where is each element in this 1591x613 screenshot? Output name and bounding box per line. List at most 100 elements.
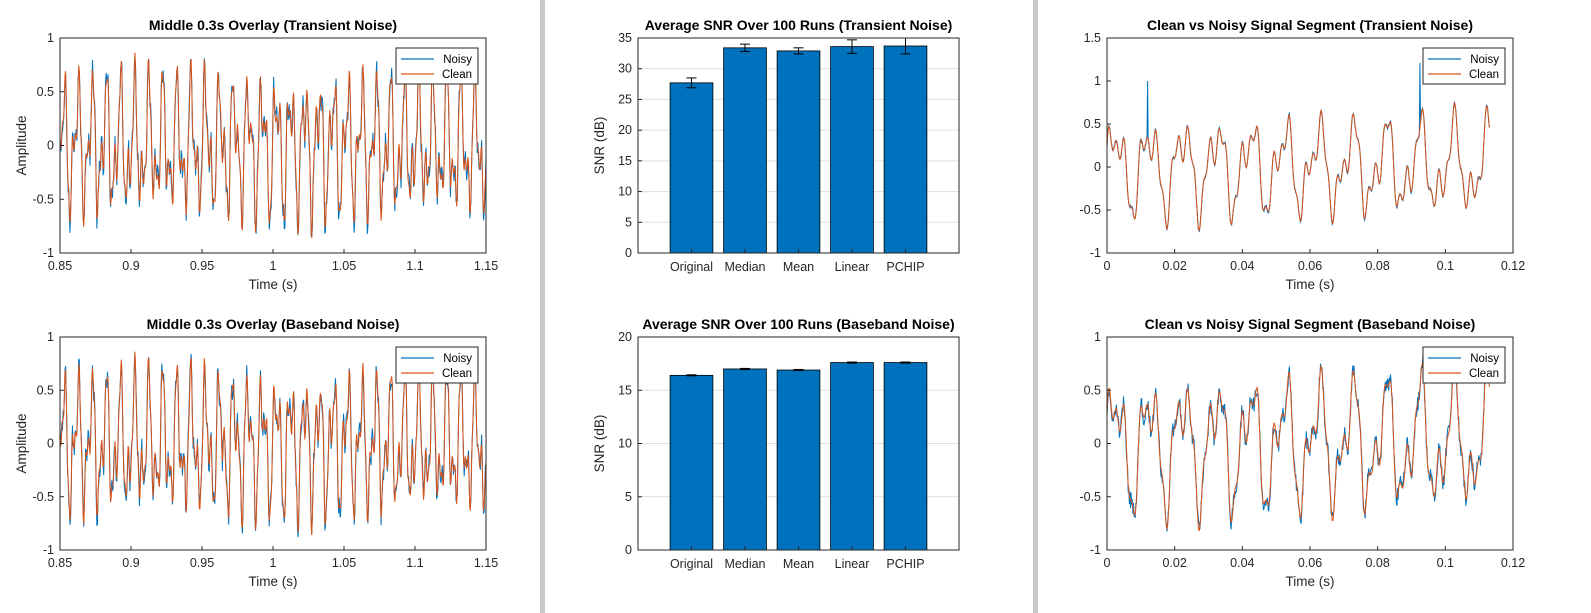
- panel-divider-1: [540, 0, 545, 613]
- snr-baseband-ylabel: SNR (dB): [592, 415, 607, 473]
- segment-baseband-xtick-label-6: 0.12: [1501, 556, 1525, 570]
- panel-divider-2: [1033, 0, 1038, 613]
- snr-transient-ytick-label-0: 0: [625, 246, 632, 260]
- segment-transient-ytick-label-4: 1: [1094, 74, 1101, 88]
- overlay-transient-legend-label-noisy: Noisy: [443, 54, 472, 66]
- overlay-baseband-xtick-label-6: 1.15: [474, 556, 498, 570]
- snr-baseband-bar-mean: [776, 369, 821, 551]
- overlay-baseband-ytick-label-4: 1: [47, 330, 54, 344]
- snr-baseband-bar-pchip: [883, 362, 928, 551]
- snr-baseband-xtick-label-mean: Mean: [783, 557, 814, 571]
- segment-baseband-title: Clean vs Noisy Signal Segment (Baseband …: [1145, 316, 1476, 332]
- overlay-transient-ytick-label-4: 1: [47, 31, 54, 45]
- chart-segment-transient: 0 0.02 0.04 0.06 0.08 0.1 0.12 -1 -0.5 0 0.5 1 1.5 Cl…: [1079, 17, 1525, 292]
- segment-baseband-xlabel: Time (s): [1286, 574, 1335, 589]
- segment-transient-xtick-label-3: 0.06: [1298, 259, 1322, 273]
- overlay-baseband-xtick-label-4: 1.05: [332, 556, 356, 570]
- snr-baseband-bar-original: [669, 374, 714, 551]
- overlay-transient-ytick-label-1: -0.5: [32, 192, 54, 206]
- snr-transient-title: Average SNR Over 100 Runs (Transient Noi…: [645, 17, 953, 33]
- snr-transient-axes-outline: [637, 37, 960, 254]
- segment-transient-xtick-label-1: 0.02: [1162, 259, 1186, 273]
- overlay-baseband-axes-outline: [59, 336, 487, 551]
- overlay-baseband-xlabel: Time (s): [249, 574, 298, 589]
- overlay-baseband-title: Middle 0.3s Overlay (Baseband Noise): [147, 316, 400, 332]
- segment-transient-xtick-label-0: 0: [1104, 259, 1111, 273]
- overlay-transient-xtick-label-4: 1.05: [332, 259, 356, 273]
- segment-baseband-xtick-label-1: 0.02: [1162, 556, 1186, 570]
- segment-baseband-legend: Noisy Clean: [1422, 346, 1506, 384]
- overlay-transient-xtick-label-0: 0.85: [48, 259, 72, 273]
- segment-transient-ytick-label-2: 0: [1094, 160, 1101, 174]
- segment-transient-ytick-label-1: -0.5: [1079, 203, 1101, 217]
- snr-transient-ytick-label-2: 10: [618, 185, 632, 199]
- snr-baseband-xtick-label-pchip: PCHIP: [886, 557, 924, 571]
- snr-baseband-bar-linear: [830, 362, 874, 551]
- snr-transient-ytick-label-3: 15: [618, 154, 632, 168]
- segment-baseband-ytick-label-4: 1: [1094, 330, 1101, 344]
- overlay-transient-ylabel: Amplitude: [14, 115, 29, 175]
- segment-transient-xtick-label-2: 0.04: [1230, 259, 1254, 273]
- snr-transient-xtick-label-mean: Mean: [783, 260, 814, 274]
- overlay-baseband-ytick-label-3: 0.5: [37, 383, 54, 397]
- snr-transient-xtick-label-pchip: PCHIP: [886, 260, 924, 274]
- segment-transient-title: Clean vs Noisy Signal Segment (Transient…: [1147, 17, 1473, 33]
- overlay-transient-xlabel: Time (s): [249, 277, 298, 292]
- segment-baseband-xtick-label-4: 0.08: [1365, 556, 1389, 570]
- chart-segment-baseband: 0 0.02 0.04 0.06 0.08 0.1 0.12 -1 -0.5 0 0.5 1 Clean…: [1079, 316, 1525, 589]
- overlay-baseband-legend-label-clean: Clean: [442, 368, 472, 380]
- overlay-transient-series-clean: [60, 52, 486, 238]
- snr-transient-bar-original: [669, 82, 714, 254]
- segment-baseband-legend-label-clean: Clean: [1469, 368, 1499, 380]
- overlay-transient-axes-outline: [59, 37, 487, 254]
- snr-baseband-xtick-label-median: Median: [725, 557, 766, 571]
- segment-transient-ytick-label-3: 0.5: [1084, 117, 1101, 131]
- chart-overlay-transient: 0.85 0.9 0.95 1 1.05 1.1 1.15 -1 -0.5 0 0.5 1 Middle…: [14, 17, 498, 292]
- snr-baseband-title: Average SNR Over 100 Runs (Baseband Nois…: [642, 316, 954, 332]
- overlay-transient-xtick-label-5: 1.1: [406, 259, 423, 273]
- overlay-transient-ytick-label-3: 0.5: [37, 85, 54, 99]
- snr-transient-bar-median: [723, 47, 767, 254]
- chart-overlay-baseband: 0.85 0.9 0.95 1 1.05 1.1 1.15 -1 -0.5 0 0.5 1 Middle…: [14, 316, 498, 589]
- overlay-transient-title: Middle 0.3s Overlay (Transient Noise): [149, 17, 397, 33]
- segment-transient-legend-label-noisy: Noisy: [1470, 54, 1499, 66]
- segment-transient-xtick-label-4: 0.08: [1365, 259, 1389, 273]
- segment-baseband-ytick-label-1: -0.5: [1079, 490, 1101, 504]
- segment-baseband-xtick-label-5: 0.1: [1437, 556, 1454, 570]
- segment-transient-ytick-label-5: 1.5: [1084, 31, 1101, 45]
- overlay-baseband-xtick-label-1: 0.9: [122, 556, 139, 570]
- overlay-transient-xtick-label-2: 0.95: [190, 259, 214, 273]
- snr-baseband-ytick-label-0: 0: [625, 543, 632, 557]
- overlay-baseband-legend-box: [395, 346, 479, 384]
- overlay-transient-xtick-label-3: 1: [270, 259, 277, 273]
- snr-transient-ytick-label-6: 30: [618, 62, 632, 76]
- overlay-baseband-series-clean: [60, 351, 486, 536]
- segment-transient-legend-label-clean: Clean: [1469, 69, 1499, 81]
- snr-baseband-bar-median: [723, 368, 767, 551]
- segment-baseband-xtick-label-2: 0.04: [1230, 556, 1254, 570]
- segment-baseband-xtick-label-0: 0: [1104, 556, 1111, 570]
- snr-transient-ytick-label-5: 25: [618, 92, 632, 106]
- snr-transient-xtick-label-original: Original: [670, 260, 713, 274]
- segment-baseband-ytick-label-2: 0: [1094, 437, 1101, 451]
- segment-transient-xtick-label-5: 0.1: [1437, 259, 1454, 273]
- overlay-transient-legend: Noisy Clean: [395, 47, 479, 85]
- snr-transient-xtick-label-median: Median: [725, 260, 766, 274]
- segment-transient-legend: Noisy Clean: [1422, 47, 1506, 85]
- overlay-baseband-ylabel: Amplitude: [14, 413, 29, 473]
- snr-transient-ytick-label-4: 20: [618, 123, 632, 137]
- segment-baseband-ytick-label-0: -1: [1090, 543, 1101, 557]
- segment-baseband-legend-box: [1422, 346, 1506, 384]
- segment-transient-series-clean: [1107, 101, 1490, 232]
- overlay-transient-legend-label-clean: Clean: [442, 69, 472, 81]
- overlay-baseband-ytick-label-1: -0.5: [32, 490, 54, 504]
- overlay-baseband-xtick-label-2: 0.95: [190, 556, 214, 570]
- overlay-baseband-legend: Noisy Clean: [395, 346, 479, 384]
- segment-baseband-xtick-label-3: 0.06: [1298, 556, 1322, 570]
- snr-transient-xtick-label-linear: Linear: [835, 260, 870, 274]
- snr-transient-bar-linear: [830, 46, 874, 254]
- snr-transient-bar-mean: [776, 50, 821, 254]
- snr-baseband-xtick-label-original: Original: [670, 557, 713, 571]
- overlay-baseband-xtick-label-5: 1.1: [406, 556, 423, 570]
- snr-baseband-ytick-label-1: 5: [625, 490, 632, 504]
